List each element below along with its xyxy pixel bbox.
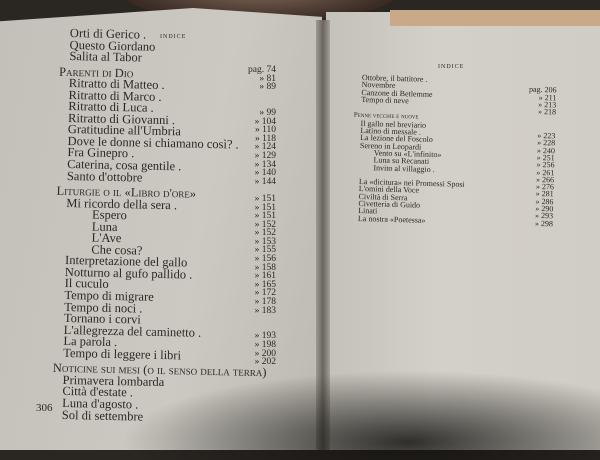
entry-title: Tempo di neve [361,96,409,105]
page-ref: » 183 [248,307,276,316]
page-ref [248,315,276,324]
page-ref: » 298 [519,219,553,227]
shadow [120,370,600,460]
left-index-page-refs: pag. 74» 81» 89» 99» 104» 110» 118» 124»… [248,66,276,367]
page-ref: » 202 [248,358,276,367]
page-ref: » 218 [522,108,556,116]
entry-title: Invito al villaggio . [373,164,435,173]
right-header: Indice [438,64,464,70]
entry-title: La nostra «Poetessa» [358,215,426,224]
page-edge [390,10,600,26]
page-number: 306 [36,402,53,414]
page-ref [248,92,276,101]
page-ref: » 144 [248,178,276,187]
page-ref: » 89 [248,83,276,92]
